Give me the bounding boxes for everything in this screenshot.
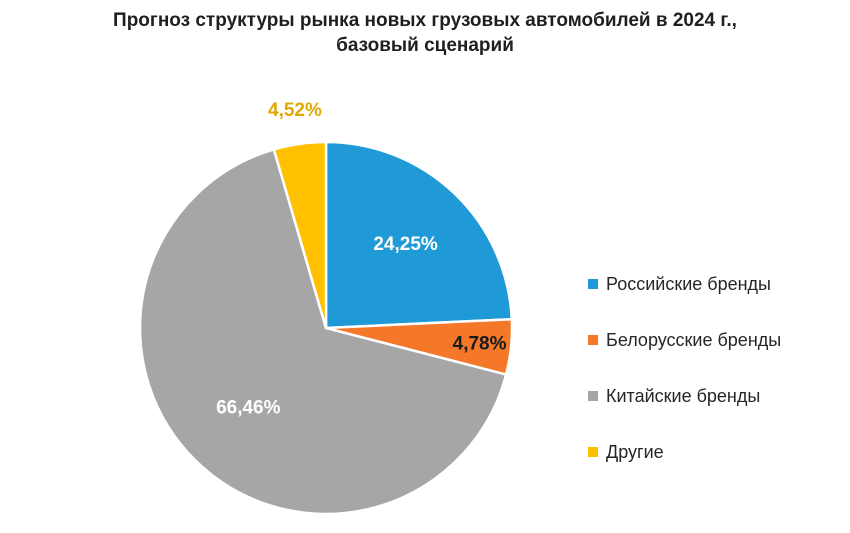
data-label-chinese: 66,46% (216, 398, 281, 419)
chart-title-line-2: базовый сценарий (336, 35, 514, 56)
legend-item-russian: Российские бренды (588, 256, 781, 312)
legend-label-other: Другие (606, 441, 664, 462)
legend-label-belarusian: Белорусские бренды (606, 329, 782, 350)
legend-item-other: Другие (588, 424, 781, 480)
data-label-other: 4,52% (268, 100, 322, 121)
legend-label-russian: Российские бренды (606, 273, 771, 294)
pie-slice-russian (324, 140, 514, 330)
chart-legend: Российские бренды Белорусские бренды Кит… (588, 256, 781, 480)
data-label-belarusian: 4,78% (453, 333, 507, 354)
legend-swatch-other (588, 447, 598, 457)
legend-label-chinese: Китайские бренды (606, 385, 761, 406)
legend-item-belarusian: Белорусские бренды (588, 312, 781, 368)
legend-item-chinese: Китайские бренды (588, 368, 781, 424)
pie-slice-chinese (138, 148, 508, 516)
legend-swatch-russian (588, 279, 598, 289)
legend-swatch-belarusian (588, 335, 598, 345)
pie-slice-other (272, 140, 328, 330)
data-label-russian: 24,25% (373, 234, 438, 255)
chart-title-line-1: Прогноз структуры рынка новых грузовых а… (113, 10, 737, 31)
legend-swatch-chinese (588, 391, 598, 401)
chart-title: Прогноз структуры рынка новых грузовых а… (0, 8, 850, 58)
